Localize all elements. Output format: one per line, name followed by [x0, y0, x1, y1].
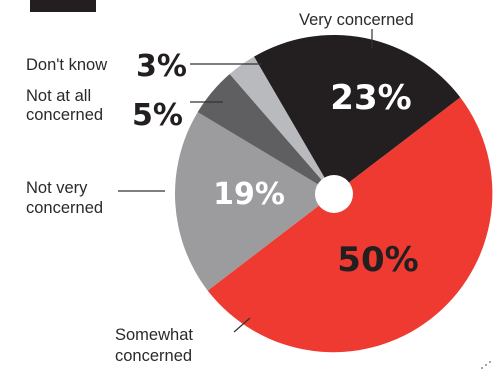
label-not-at-all-line2: concerned	[26, 106, 103, 124]
pct-label-somewhat-concerned: 50%	[337, 240, 418, 280]
label-not-at-all-line1: Not at all	[26, 87, 91, 105]
label-somewhat-line2: concerned	[115, 347, 192, 365]
label-somewhat-line1: Somewhat	[115, 326, 193, 344]
label-not-very-line1: Not very	[26, 179, 88, 197]
pie-slice-don-t-know	[229, 56, 334, 194]
label-not-very-line2: concerned	[26, 199, 103, 217]
header-tab	[30, 0, 96, 12]
pie-slice-not-at-all-concerned	[197, 74, 334, 194]
donut-hole	[315, 175, 353, 213]
pie-slice-not-very-concerned	[175, 112, 334, 291]
pie-slices	[175, 35, 493, 353]
pct-label-dont-know: 3%	[136, 49, 187, 84]
leader-somewhat	[233, 317, 251, 333]
pct-label-very-concerned: 23%	[330, 78, 411, 118]
pie-slice-very-concerned	[254, 35, 461, 194]
label-dont-know: Don't know	[26, 56, 107, 74]
label-very-concerned: Very concerned	[299, 11, 414, 29]
corner-marks	[481, 361, 491, 369]
pie-slice-somewhat-concerned	[207, 97, 493, 353]
pct-label-not-very-concerned: 19%	[213, 177, 285, 212]
pct-label-not-at-all-concerned: 5%	[132, 98, 183, 133]
